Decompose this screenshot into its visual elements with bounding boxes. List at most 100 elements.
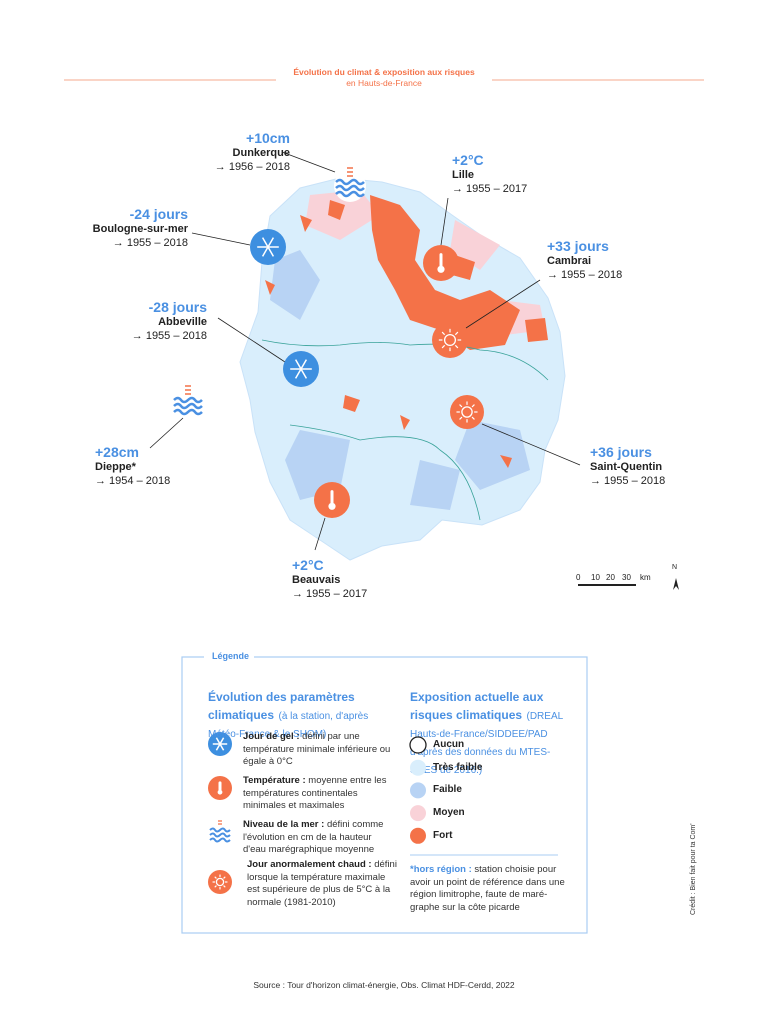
title: Évolution du climat & exposition aux ris… xyxy=(293,67,475,77)
thermometer-stem xyxy=(218,781,222,791)
legend-term: Niveau de la mer : xyxy=(243,819,325,830)
station-label: +2°C Beauvais → 1955 – 2017 xyxy=(292,557,367,601)
station-place: Boulogne-sur-mer xyxy=(92,223,188,235)
station-place: Lille xyxy=(452,169,475,181)
legend-title: Légende xyxy=(212,651,250,661)
heat-icon xyxy=(450,395,484,429)
sun-ray xyxy=(454,344,459,349)
station-period: → 1955 – 2017 xyxy=(292,588,368,600)
legend-text: moyenne entre les températures continent… xyxy=(243,775,387,811)
legend-term: Jour anormalement chaud : xyxy=(247,859,372,870)
north-label: N xyxy=(672,564,678,571)
snowflake-arm xyxy=(215,737,225,751)
sea-gauge xyxy=(218,820,222,825)
legend-right-head: Exposition actuelle aux risques climatiq… xyxy=(410,688,575,778)
sun-ray xyxy=(223,876,226,879)
station-period: → 1955 – 2018 xyxy=(112,237,188,249)
icons xyxy=(208,229,484,894)
legend-note: (à la station, d'après Météo-France & le… xyxy=(208,711,369,740)
thermometer-bulb xyxy=(217,789,223,795)
leader-line xyxy=(481,423,581,466)
station-place: Abbeville xyxy=(158,316,207,328)
station-label: +10cm Dunkerque → 1956 – 2018 xyxy=(200,130,290,174)
station-period: → 1956 – 2018 xyxy=(214,161,290,173)
legend-title-bg xyxy=(204,650,254,664)
footnote-text: station choisie pour avoir un point de r… xyxy=(410,864,565,913)
station-period: → 1955 – 2018 xyxy=(131,330,207,342)
thermometer-bulb xyxy=(437,265,445,273)
legend-item: Température : moyenne entre les températ… xyxy=(243,775,393,813)
waves xyxy=(173,396,203,416)
sun-ray xyxy=(459,404,463,408)
sun-ray xyxy=(441,331,446,336)
station-label: +2°C Lille → 1955 – 2017 xyxy=(452,152,527,196)
department-border xyxy=(261,339,549,521)
station-place: Beauvais xyxy=(292,574,341,586)
sun-ray xyxy=(223,885,226,888)
sun-ray xyxy=(471,404,475,408)
thermometer-stem xyxy=(330,490,334,505)
class-label: Très faible xyxy=(433,761,483,773)
scale-label: 0 xyxy=(576,573,581,582)
sea-icon xyxy=(334,167,366,202)
legend-term: Jour de gel : xyxy=(243,731,300,742)
station-place: Dunkerque xyxy=(232,147,290,159)
legend-item: Jour anormalement chaud : défini lorsque… xyxy=(247,859,397,909)
subtitle: en Hauts-de-France xyxy=(346,78,422,88)
waves xyxy=(335,178,365,198)
station-period: → 1955 – 2018 xyxy=(547,269,623,281)
sun-core xyxy=(215,877,225,887)
leader-line xyxy=(440,197,449,246)
legend-item: Jour de gel : défini par une température… xyxy=(243,731,393,769)
gauge xyxy=(185,385,191,395)
leader-line xyxy=(191,232,251,246)
heat-icon xyxy=(208,870,232,894)
sun-ray xyxy=(214,885,217,888)
scale-unit: km xyxy=(640,573,651,582)
scale-label: 20 xyxy=(606,573,615,582)
station-place: Saint-Quentin xyxy=(590,461,663,473)
leader-lines xyxy=(149,151,581,551)
footnote-term: *hors région : xyxy=(410,864,472,875)
leader-line xyxy=(149,417,184,449)
station-value: +36 jours xyxy=(590,444,652,460)
scale-label: 10 xyxy=(591,573,600,582)
leader-line xyxy=(465,279,541,329)
station-period: → 1955 – 2017 xyxy=(452,183,528,195)
legend-left-head: Évolution des paramètres climatiques (à … xyxy=(208,688,383,742)
legend-heading: Évolution des paramètres climatiques xyxy=(208,690,355,722)
north-arrow xyxy=(673,578,679,590)
source: Source : Tour d'horizon climat-énergie, … xyxy=(253,980,515,990)
sun-ray xyxy=(454,331,459,336)
header: Évolution du climat & exposition aux ris… xyxy=(0,67,768,89)
station-value: +28cm xyxy=(95,444,139,460)
sun-ray xyxy=(471,416,475,420)
thermometer-bulb xyxy=(328,502,336,510)
sun-ray xyxy=(459,416,463,420)
snowflake-arm xyxy=(294,359,308,379)
scale-label: 30 xyxy=(622,573,631,582)
sun-core xyxy=(443,333,457,347)
station-value: -28 jours xyxy=(148,299,207,315)
station-label: +36 jours Saint-Quentin → 1955 – 2018 xyxy=(590,444,665,488)
sun-ray xyxy=(214,876,217,879)
map-zone-fort xyxy=(265,195,548,468)
sea-icon xyxy=(209,827,231,843)
legend-text: défini comme l'évolution en cm de la hau… xyxy=(243,819,384,855)
class-label: Aucun xyxy=(433,739,465,750)
snowflake-arm xyxy=(261,237,275,257)
map-zone-faible xyxy=(270,250,530,510)
map-zone-moyen xyxy=(305,190,545,335)
station-value: +10cm xyxy=(246,130,290,146)
credit: Crédit : Bien fait pour ta Com' xyxy=(690,823,697,915)
station-period: → 1954 – 2018 xyxy=(95,475,171,487)
legend-note: (DREAL Hauts-de-France/SIDDEE/PAD d'aprè… xyxy=(410,711,563,776)
sun-core xyxy=(461,406,473,418)
legend-text: défini par une température minimale infé… xyxy=(243,731,391,767)
thermometer-stem xyxy=(439,253,443,268)
station-label: -28 jours Abbeville → 1955 – 2018 xyxy=(100,299,207,343)
